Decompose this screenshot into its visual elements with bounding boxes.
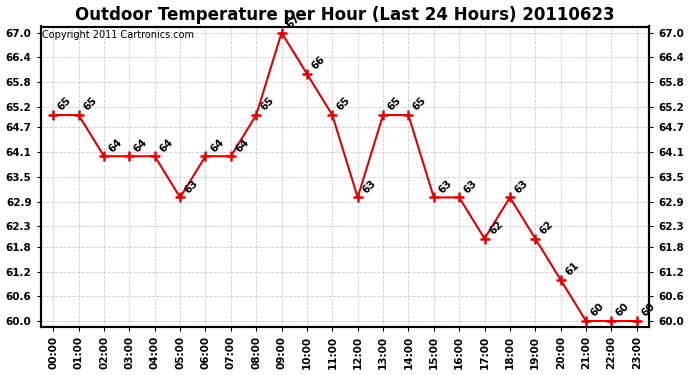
Text: 60: 60 [640, 302, 657, 319]
Text: 65: 65 [259, 96, 276, 113]
Text: 65: 65 [56, 96, 73, 113]
Text: Copyright 2011 Cartronics.com: Copyright 2011 Cartronics.com [42, 30, 194, 39]
Text: 67: 67 [284, 13, 302, 30]
Text: 64: 64 [107, 136, 124, 154]
Text: 64: 64 [132, 136, 150, 154]
Text: 65: 65 [335, 96, 353, 113]
Text: 63: 63 [462, 178, 480, 195]
Title: Outdoor Temperature per Hour (Last 24 Hours) 20110623: Outdoor Temperature per Hour (Last 24 Ho… [75, 6, 615, 24]
Text: 60: 60 [589, 302, 606, 319]
Text: 64: 64 [157, 136, 175, 154]
Text: 65: 65 [386, 96, 403, 113]
Text: 63: 63 [360, 178, 378, 195]
Text: 63: 63 [183, 178, 200, 195]
Text: 60: 60 [614, 302, 631, 319]
Text: 62: 62 [487, 219, 504, 237]
Text: 64: 64 [208, 136, 226, 154]
Text: 63: 63 [513, 178, 530, 195]
Text: 64: 64 [234, 136, 251, 154]
Text: 62: 62 [538, 219, 555, 237]
Text: 63: 63 [437, 178, 454, 195]
Text: 61: 61 [564, 260, 581, 278]
Text: 65: 65 [81, 96, 99, 113]
Text: 65: 65 [411, 96, 428, 113]
Text: 66: 66 [310, 54, 327, 72]
